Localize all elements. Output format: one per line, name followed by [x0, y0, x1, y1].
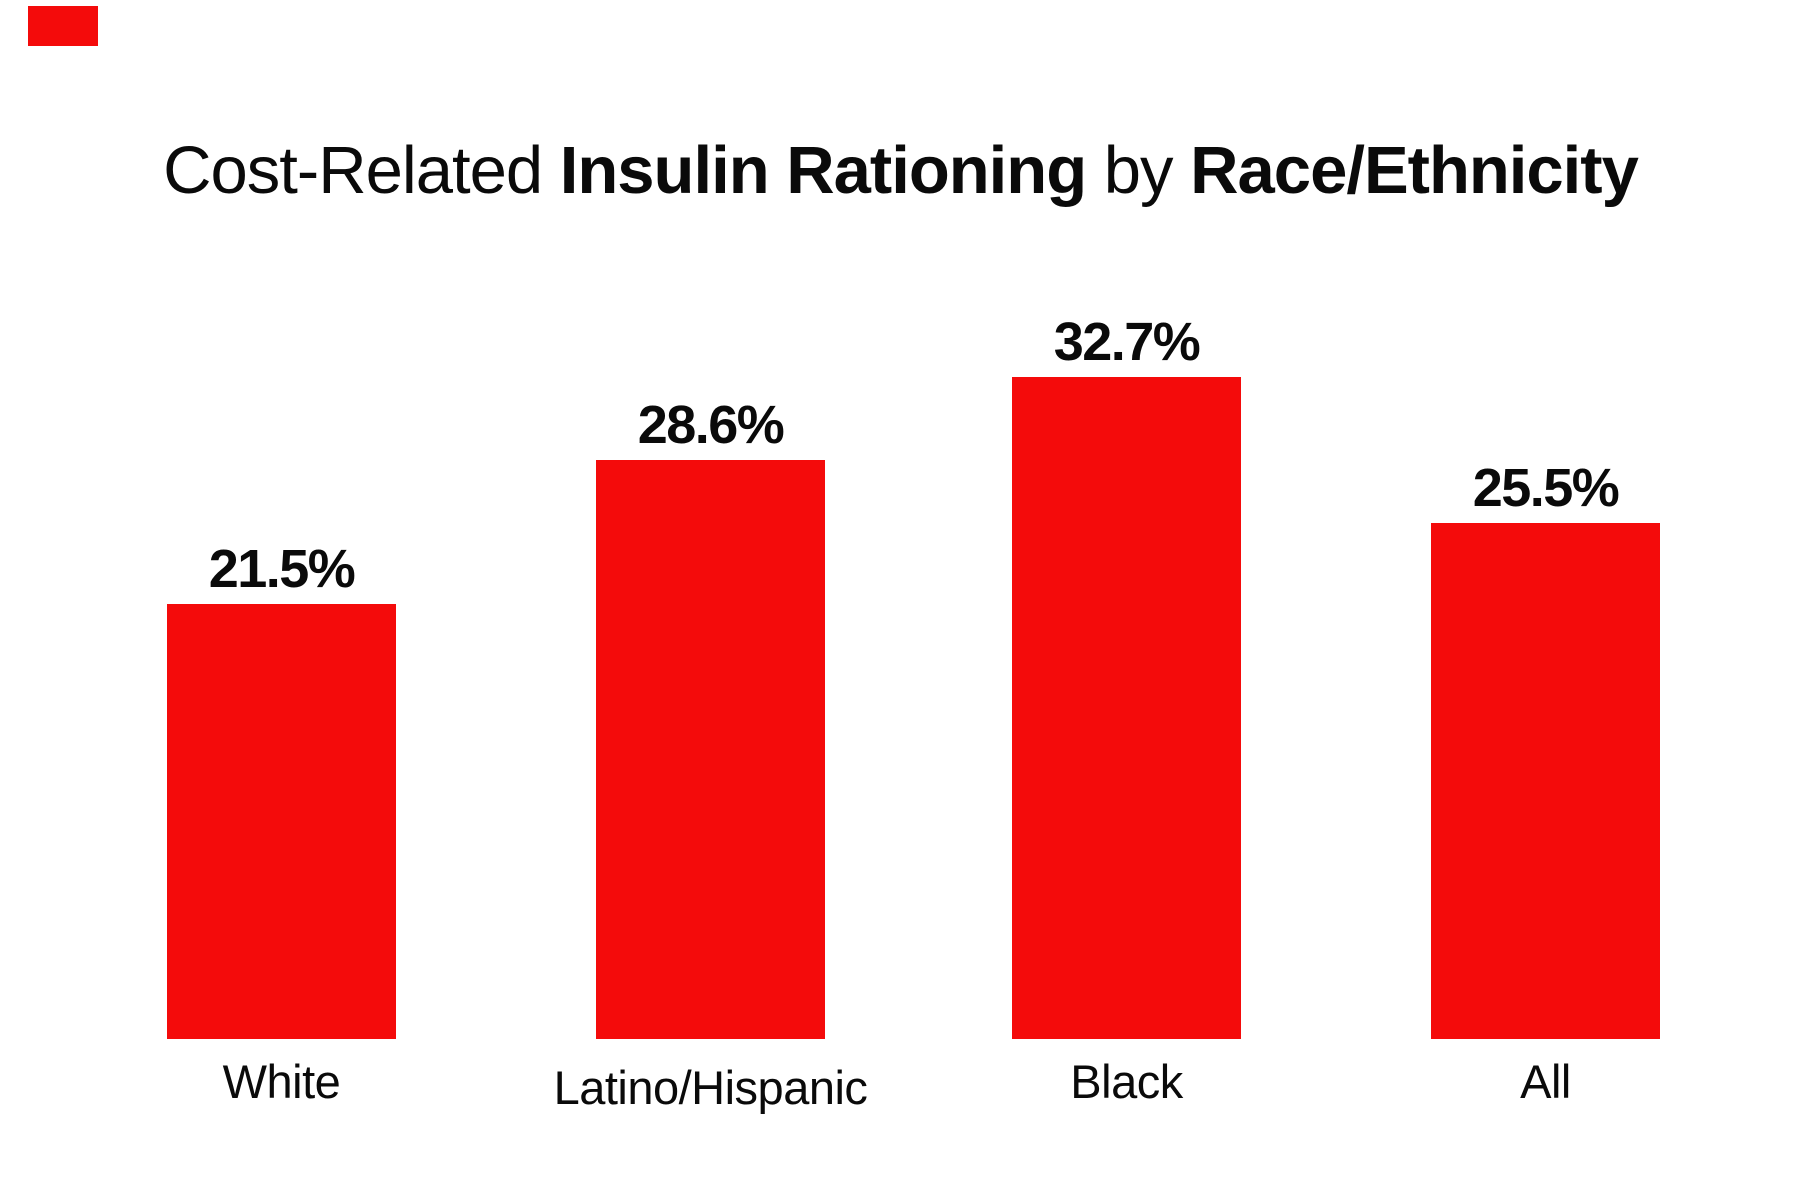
chart-title-segment: Insulin Rationing [559, 132, 1087, 208]
bar-black [1012, 377, 1241, 1039]
chart-title-segment: Cost-Related [163, 132, 560, 208]
bar-category-label-latino-hispanic: Latino/Hispanic [553, 1061, 868, 1114]
top-left-red-mark [28, 6, 98, 46]
bar-category-label-black: Black [1070, 1055, 1183, 1108]
chart-title: Cost-Related Insulin Rationing by Race/E… [0, 137, 1801, 204]
chart-title-segment: Race/Ethnicity [1190, 132, 1639, 208]
bar-category-label-all: All [1520, 1055, 1571, 1108]
bar-category-label-white: White [222, 1055, 341, 1108]
chart-title-segment: by [1086, 132, 1191, 208]
bar-value-label-all: 25.5% [1472, 458, 1620, 518]
bar-value-label-black: 32.7% [1053, 312, 1201, 372]
bar-latino-hispanic [596, 460, 825, 1039]
bar-white [167, 604, 396, 1039]
bar-value-label-latino-hispanic: 28.6% [637, 395, 785, 455]
bar-all [1431, 523, 1660, 1039]
bar-value-label-white: 21.5% [208, 539, 356, 599]
